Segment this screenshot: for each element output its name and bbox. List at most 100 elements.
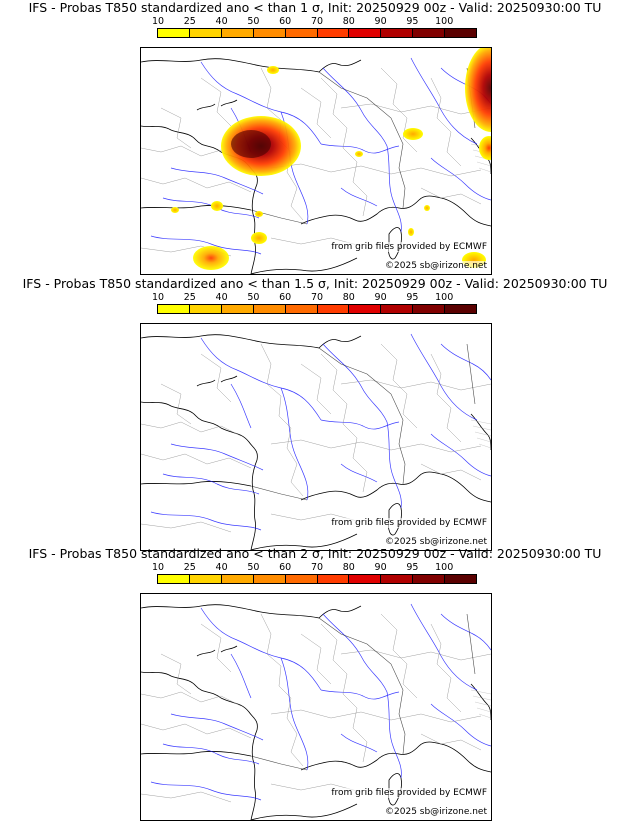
colorbar-swatch xyxy=(413,29,446,37)
colorbar-swatch xyxy=(158,575,190,583)
anomaly-blob-small xyxy=(424,205,430,211)
map-france: from grib files provided by ECMWF ©2025 … xyxy=(140,323,492,551)
colorbar-tick-label: 60 xyxy=(279,562,292,573)
anomaly-blob-small xyxy=(355,151,363,157)
colorbar-swatch xyxy=(253,575,286,583)
anomaly-blob-south xyxy=(193,246,229,270)
colorbar-swatch xyxy=(285,29,318,37)
colorbar-tick-label: 80 xyxy=(342,562,355,573)
colorbar-tick-label: 90 xyxy=(374,562,387,573)
colorbar-swatch xyxy=(189,575,222,583)
colorbar-swatches xyxy=(157,574,477,584)
colorbar-swatches xyxy=(157,28,477,38)
map-canvas xyxy=(141,603,491,820)
source-credit: from grib files provided by ECMWF xyxy=(331,518,487,528)
colorbar-labels: 10 25 40 50 60 70 80 90 95 100 xyxy=(152,562,477,574)
colorbar-tick-label: 60 xyxy=(279,16,292,27)
colorbar-swatch xyxy=(253,305,286,313)
colorbar-swatch xyxy=(221,29,254,37)
colorbar-swatch xyxy=(445,305,477,313)
colorbar-swatch xyxy=(221,575,254,583)
colorbar-swatch xyxy=(158,305,190,313)
colorbar-labels: 10 25 40 50 60 70 80 90 95 100 xyxy=(152,292,477,304)
colorbar-swatch xyxy=(381,29,414,37)
colorbar: 10 25 40 50 60 70 80 90 95 100 xyxy=(152,292,477,320)
map-panel-3: IFS - Probas T850 standardized ano < tha… xyxy=(0,546,630,822)
copyright-credit: ©2025 sb@irizone.net xyxy=(385,537,487,547)
copyright-credit: ©2025 sb@irizone.net xyxy=(385,807,487,817)
colorbar-tick-label: 50 xyxy=(247,292,260,303)
colorbar-tick-label: 10 xyxy=(151,16,165,27)
panel-title: IFS - Probas T850 standardized ano < tha… xyxy=(28,0,602,15)
colorbar-swatch xyxy=(349,29,382,37)
colorbar-tick-label: 50 xyxy=(247,562,260,573)
map-canvas xyxy=(141,48,491,274)
colorbar-swatch xyxy=(413,305,446,313)
colorbar-swatch xyxy=(381,305,414,313)
colorbar-tick-label: 70 xyxy=(310,16,324,27)
colorbar-tick-label: 90 xyxy=(374,292,387,303)
map-panel-1: IFS - Probas T850 standardized ano < tha… xyxy=(0,0,630,276)
colorbar-swatch xyxy=(317,305,350,313)
map-france: from grib files provided by ECMWF ©2025 … xyxy=(140,593,492,821)
map-france: from grib files provided by ECMWF ©2025 … xyxy=(140,47,492,275)
colorbar-labels: 10 25 40 50 60 70 80 90 95 100 xyxy=(152,16,477,28)
colorbar-swatch xyxy=(189,305,222,313)
colorbar-tick-label: 100 xyxy=(435,292,454,303)
colorbar-swatch xyxy=(253,29,286,37)
colorbar-tick-label: 100 xyxy=(435,16,454,27)
anomaly-blob-small xyxy=(211,201,223,211)
colorbar-swatch xyxy=(317,29,350,37)
anomaly-blob-small xyxy=(403,128,423,140)
colorbar-tick-label: 10 xyxy=(151,562,165,573)
anomaly-blob-small xyxy=(255,211,263,217)
anomaly-core xyxy=(231,130,271,158)
colorbar-tick-label: 95 xyxy=(406,16,419,27)
anomaly-blob-small xyxy=(251,232,267,244)
colorbar-tick-label: 100 xyxy=(435,562,454,573)
map-canvas xyxy=(141,333,491,550)
colorbar-tick-label: 25 xyxy=(183,292,196,303)
colorbar-swatch xyxy=(285,575,318,583)
colorbar-tick-label: 25 xyxy=(183,562,196,573)
colorbar-swatch xyxy=(189,29,222,37)
colorbar-swatch xyxy=(158,29,190,37)
colorbar-swatch xyxy=(381,575,414,583)
colorbar-tick-label: 50 xyxy=(247,16,260,27)
colorbar-tick-label: 95 xyxy=(406,562,419,573)
colorbar-swatch xyxy=(221,305,254,313)
colorbar-swatch xyxy=(445,29,477,37)
colorbar-tick-label: 70 xyxy=(310,292,324,303)
anomaly-blob-east xyxy=(465,48,491,132)
colorbar: 10 25 40 50 60 70 80 90 95 100 xyxy=(152,16,477,44)
colorbar-tick-label: 70 xyxy=(310,562,324,573)
colorbar-tick-label: 40 xyxy=(215,562,228,573)
colorbar: 10 25 40 50 60 70 80 90 95 100 xyxy=(152,562,477,590)
colorbar-tick-label: 10 xyxy=(151,292,165,303)
panel-title: IFS - Probas T850 standardized ano < tha… xyxy=(22,276,608,291)
colorbar-tick-label: 80 xyxy=(342,16,355,27)
colorbar-swatch xyxy=(445,575,477,583)
colorbar-swatches xyxy=(157,304,477,314)
anomaly-blob-small xyxy=(408,228,414,236)
anomaly-blob-small xyxy=(171,207,179,213)
map-panel-2: IFS - Probas T850 standardized ano < tha… xyxy=(0,276,630,552)
colorbar-tick-label: 40 xyxy=(215,292,228,303)
copyright-credit: ©2025 sb@irizone.net xyxy=(385,261,487,271)
colorbar-swatch xyxy=(349,305,382,313)
colorbar-tick-label: 40 xyxy=(215,16,228,27)
colorbar-tick-label: 60 xyxy=(279,292,292,303)
colorbar-tick-label: 90 xyxy=(374,16,387,27)
colorbar-tick-label: 80 xyxy=(342,292,355,303)
colorbar-tick-label: 95 xyxy=(406,292,419,303)
colorbar-swatch xyxy=(317,575,350,583)
anomaly-blob-east-small xyxy=(479,136,491,160)
source-credit: from grib files provided by ECMWF xyxy=(331,242,487,252)
colorbar-tick-label: 25 xyxy=(183,16,196,27)
colorbar-swatch xyxy=(349,575,382,583)
colorbar-swatch xyxy=(413,575,446,583)
anomaly-blob-small xyxy=(267,66,279,74)
colorbar-swatch xyxy=(285,305,318,313)
source-credit: from grib files provided by ECMWF xyxy=(331,788,487,798)
probability-field xyxy=(171,48,491,270)
